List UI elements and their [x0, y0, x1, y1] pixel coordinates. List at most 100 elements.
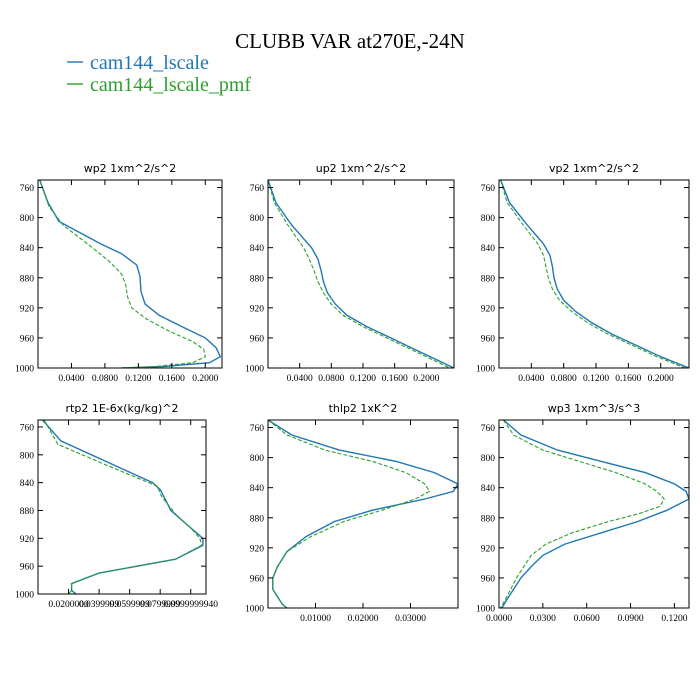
y-tick-label: 920	[250, 544, 265, 554]
y-tick-label: 920	[481, 304, 496, 314]
x-tick-label: 0.1600	[159, 374, 185, 384]
x-tick-label: 0.0400	[518, 374, 544, 384]
series-line-cam144_lscale_pmf	[500, 180, 686, 368]
y-tick-label: 960	[250, 334, 265, 344]
panel-frame	[37, 179, 223, 369]
x-tick-label: 0.0200000	[48, 600, 89, 610]
y-tick-label: 960	[20, 563, 35, 573]
x-tick-label: 0.0800	[92, 374, 118, 384]
panel-frame	[498, 419, 690, 609]
legend-entry-0: cam144_lscale	[67, 52, 209, 74]
y-tick-label: 1000	[245, 365, 264, 375]
x-tick-label: 0.0400	[287, 374, 313, 384]
panel-frame	[267, 419, 459, 609]
panel-title: thlp2 1xK^2	[329, 402, 398, 415]
series-group	[268, 420, 458, 608]
panel-title: rtp2 1E-6x(kg/kg)^2	[66, 402, 179, 415]
y-tick-label: 920	[481, 544, 496, 554]
series-line-cam144_lscale_pmf	[43, 420, 203, 594]
series-group	[42, 420, 204, 594]
panel-2: vp2 1xm^2/s^2 760 800 840 880 920 960 1000 0.040…	[476, 162, 690, 384]
y-tick-label: 840	[481, 484, 496, 494]
y-tick-label: 920	[20, 535, 35, 545]
y-tick-label: 840	[20, 244, 35, 254]
y-tick-label: 880	[20, 507, 35, 517]
y-tick-label: 760	[250, 424, 265, 434]
y-tick-label: 800	[20, 451, 35, 461]
x-tick-label: 0.0399999	[79, 600, 120, 610]
panel-0: wp2 1xm^2/s^2 760 800 840 880 920 960 1000 0.040…	[15, 162, 223, 384]
x-tick-label: 0.1600	[615, 374, 641, 384]
y-tick-label: 840	[20, 479, 35, 489]
panel-4: thlp2 1xK^2 760 800 840 880 920 960 1000 0.01000…	[245, 402, 459, 624]
y-tick-label: 1000	[476, 365, 495, 375]
series-line-cam144_lscale	[39, 180, 222, 368]
x-tick-label: 0.2000	[192, 374, 218, 384]
panel-frame	[498, 179, 690, 369]
y-tick-label: 760	[20, 184, 35, 194]
y-tick-label: 960	[250, 574, 265, 584]
series-line-cam144_lscale_pmf	[500, 420, 665, 608]
series-line-cam144_lscale_pmf	[39, 180, 206, 368]
panel-title: up2 1xm^2/s^2	[316, 162, 407, 175]
y-tick-label: 960	[481, 334, 496, 344]
panel-title: wp3 1xm^3/s^3	[548, 402, 641, 415]
panel-1: up2 1xm^2/s^2 760 800 840 880 920 960 1000 0.040…	[245, 162, 455, 384]
y-tick-label: 800	[481, 214, 496, 224]
y-tick-label: 880	[250, 514, 265, 524]
y-tick-label: 760	[481, 184, 496, 194]
y-tick-label: 880	[20, 274, 35, 284]
y-tick-label: 840	[481, 244, 496, 254]
x-tick-label: 0.0400	[58, 374, 84, 384]
series-line-cam144_lscale	[268, 180, 454, 368]
x-tick-label: 0.1200	[583, 374, 609, 384]
x-tick-label: 0.01000	[300, 614, 331, 624]
series-line-cam144_lscale_pmf	[268, 420, 431, 608]
y-tick-label: 800	[250, 454, 265, 464]
x-tick-label: 0.0800	[551, 374, 577, 384]
y-tick-label: 840	[250, 244, 265, 254]
x-tick-label: 0.02000	[348, 614, 379, 624]
y-tick-label: 760	[250, 184, 265, 194]
series-line-cam144_lscale	[268, 420, 458, 608]
y-tick-label: 960	[481, 574, 496, 584]
panel-frame	[267, 179, 455, 369]
x-tick-label: 0.1200	[125, 374, 151, 384]
series-line-cam144_lscale_pmf	[268, 180, 451, 368]
figure-title: CLUBB VAR at270E,-24N	[235, 29, 465, 53]
panel-title: wp2 1xm^2/s^2	[84, 162, 177, 175]
legend: cam144_lscale cam144_lscale_pmf	[67, 52, 251, 96]
y-tick-label: 800	[250, 214, 265, 224]
y-tick-label: 760	[481, 424, 496, 434]
series-line-cam144_lscale	[501, 420, 689, 608]
x-tick-label: 0.03000	[395, 614, 426, 624]
series-line-cam144_lscale	[42, 420, 204, 594]
panels: wp2 1xm^2/s^2 760 800 840 880 920 960 1000 0.040…	[15, 162, 690, 624]
x-tick-label: 0.0000	[486, 614, 512, 624]
y-tick-label: 1000	[245, 605, 264, 615]
x-tick-label: 0.0999999940	[163, 600, 218, 610]
legend-label-0: cam144_lscale	[90, 52, 209, 74]
series-line-cam144_lscale	[499, 180, 689, 368]
y-tick-label: 1000	[15, 591, 34, 601]
y-tick-label: 920	[250, 304, 265, 314]
x-tick-label: 0.0800	[318, 374, 344, 384]
y-tick-label: 920	[20, 304, 35, 314]
x-tick-label: 0.0799999	[140, 600, 181, 610]
x-tick-label: 0.0600	[574, 614, 600, 624]
y-tick-label: 760	[20, 423, 35, 433]
x-tick-label: 0.2000	[648, 374, 674, 384]
x-tick-label: 0.1200	[350, 374, 376, 384]
legend-label-1: cam144_lscale_pmf	[90, 74, 251, 96]
series-group	[500, 420, 689, 608]
y-tick-label: 880	[481, 274, 496, 284]
panel-title: vp2 1xm^2/s^2	[549, 162, 639, 175]
panel-frame	[37, 419, 207, 595]
x-tick-label: 0.1600	[382, 374, 408, 384]
series-group	[499, 180, 689, 368]
x-tick-label: 0.0300	[530, 614, 556, 624]
panel-5: wp3 1xm^3/s^3 760 800 840 880 920 960 10000.000…	[476, 402, 690, 624]
y-tick-label: 800	[481, 454, 496, 464]
legend-entry-1: cam144_lscale_pmf	[67, 74, 251, 96]
